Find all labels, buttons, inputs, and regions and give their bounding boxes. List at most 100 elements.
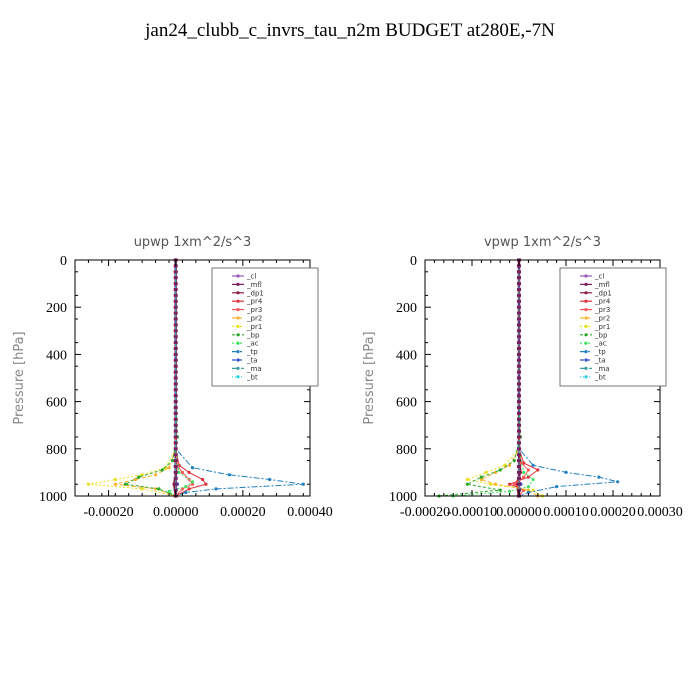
series-point-ac <box>522 470 526 474</box>
series-point-pr1 <box>113 477 117 482</box>
legend-label-bt: _bt <box>246 373 258 381</box>
series-point-mfl <box>173 323 178 327</box>
series-line-pr4 <box>175 260 207 497</box>
series-point-ac <box>184 485 188 489</box>
chart-panel-2: vpwp 1xm^2/s^3 Pressure [hPa] 0 200 400 600 80… <box>362 235 683 520</box>
y-tick-label: 400 <box>46 348 67 363</box>
series-point-mfl <box>173 270 178 274</box>
legend-marker-tp <box>584 350 588 354</box>
chart-title: upwp 1xm^2/s^3 <box>134 235 252 250</box>
y-tick-label: 600 <box>396 396 417 411</box>
series-point-mfl <box>173 476 178 480</box>
series-point-mfl <box>517 429 521 433</box>
legend-marker-pr2 <box>584 316 588 320</box>
legend-label-ta: _ta <box>594 357 606 365</box>
series-point-mfl <box>173 347 178 350</box>
series-point-mfl <box>517 311 521 315</box>
series-point-mfl <box>517 482 521 486</box>
x-tick-label: 0.00010 <box>543 505 589 520</box>
series-point-mfl <box>173 370 178 374</box>
series-point-tp <box>531 463 535 467</box>
series-point-mfl <box>173 358 178 362</box>
series-point-pr3 <box>512 482 516 486</box>
legend-marker-bt <box>584 375 588 379</box>
series-point-bp <box>157 487 161 491</box>
series-point-pr4 <box>526 475 531 479</box>
legend-label-pr1: _pr1 <box>594 323 610 331</box>
y-tick-label: 1000 <box>39 490 67 505</box>
series-point-pr1 <box>484 470 488 474</box>
legend-label-ta: _ta <box>246 357 258 365</box>
x-tick-label: -0.00010 <box>447 505 497 520</box>
series-point-mfl <box>173 311 178 315</box>
series-point-mfl <box>517 400 521 404</box>
legend-marker-ac <box>236 341 240 345</box>
legend-label-bp: _bp <box>594 331 608 339</box>
series-point-mfl <box>173 411 178 415</box>
series-point-mfl <box>517 435 521 439</box>
series-point-mfl <box>173 276 178 280</box>
legend-label-pr1: _pr1 <box>246 323 262 331</box>
series-point-bp <box>498 488 502 492</box>
legend-label-pr2: _pr2 <box>594 315 610 323</box>
legend-marker-pr1 <box>584 324 588 328</box>
legend-marker-mfl <box>584 282 588 286</box>
legend-marker-cl <box>236 274 240 278</box>
series-point-bp <box>170 459 174 463</box>
series-point-bp <box>479 475 483 479</box>
series-point-mfl <box>173 388 178 392</box>
series-point-mfl <box>517 282 521 286</box>
series-point-tp <box>526 490 531 495</box>
legend-marker-ac <box>584 341 588 345</box>
series-point-mfl <box>517 388 521 392</box>
series-line-bp <box>123 260 178 497</box>
series-point-mfl <box>517 288 521 291</box>
legend-label-ac: _ac <box>594 340 607 348</box>
series-point-pr1 <box>86 482 90 486</box>
legend-label-pr3: _pr3 <box>246 306 262 314</box>
series-point-mfl <box>173 293 178 297</box>
legend-marker-pr4 <box>584 299 588 303</box>
series-point-pr4 <box>187 470 191 474</box>
legend-label-cl: _cl <box>594 273 604 281</box>
series-point-mfl <box>173 447 178 451</box>
series-point-pr2 <box>113 482 117 486</box>
y-tick-label: 200 <box>46 301 67 316</box>
series-point-mfl <box>517 394 521 398</box>
series-point-mfl <box>517 376 521 380</box>
series-point-mfl <box>173 299 178 303</box>
series-point-mfl <box>517 453 521 457</box>
legend-marker-cl <box>584 274 588 278</box>
legend-label-ma: _ma <box>246 365 262 373</box>
y-tick-label: 800 <box>396 443 417 458</box>
legend-label-pr4: _pr4 <box>246 298 263 306</box>
legend-marker-pr2 <box>236 316 240 320</box>
series-point-pr2 <box>508 463 512 467</box>
series-point-tp <box>301 482 305 486</box>
series-point-mfl <box>173 376 178 380</box>
series-point-mfl <box>517 329 521 333</box>
y-tick-label: 600 <box>46 396 67 411</box>
legend-label-pr4: _pr4 <box>594 298 611 306</box>
series-point-pr2 <box>167 466 171 470</box>
series-point-mfl <box>517 411 521 415</box>
series-point-pr3 <box>526 468 531 472</box>
series-point-mfl <box>517 370 521 374</box>
y-axis-label: Pressure [hPa] <box>362 331 377 424</box>
legend-label-pr2: _pr2 <box>246 315 262 323</box>
series-point-pr4 <box>536 468 540 472</box>
series-point-mfl <box>173 435 178 439</box>
series-point-pr2 <box>479 477 483 482</box>
series-line-pr1 <box>465 260 543 497</box>
legend-label-dp1: _dp1 <box>246 289 264 297</box>
series-point-pr1 <box>140 487 144 491</box>
series-point-tp <box>268 477 272 482</box>
legend-label-dp1: _dp1 <box>594 289 612 297</box>
series-point-mfl <box>517 276 521 280</box>
series-point-mfl <box>517 305 521 309</box>
series-point-mfl <box>517 470 521 474</box>
legend-label-bp: _bp <box>246 331 260 339</box>
legend-label-tp: _tp <box>594 348 606 356</box>
series-point-pr1 <box>465 477 469 482</box>
